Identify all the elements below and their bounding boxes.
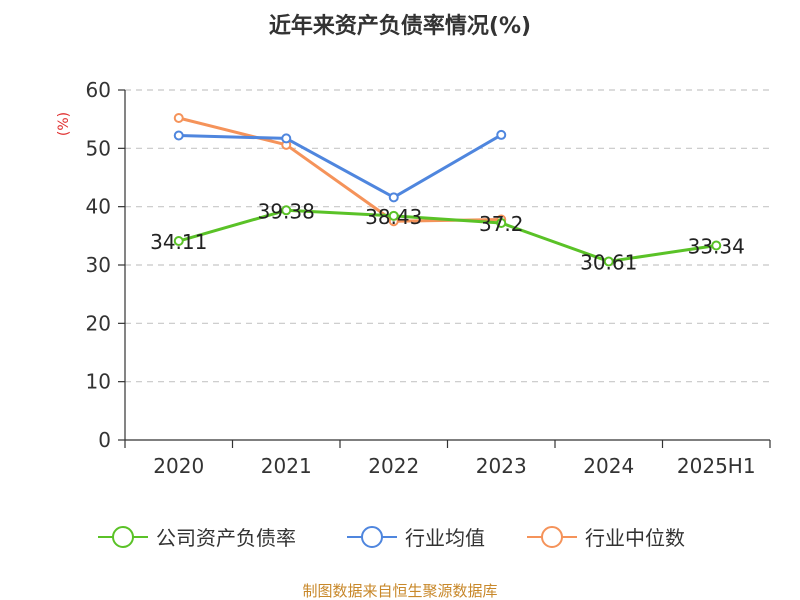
legend-marker bbox=[112, 526, 134, 548]
legend-marker bbox=[361, 526, 383, 548]
x-tick-label: 2022 bbox=[368, 454, 419, 478]
y-tick-label: 10 bbox=[86, 370, 111, 394]
x-tick-label: 2025H1 bbox=[677, 454, 756, 478]
x-tick-label: 2020 bbox=[153, 454, 204, 478]
data-point bbox=[388, 210, 399, 221]
y-tick-label: 50 bbox=[86, 136, 111, 160]
x-tick-label: 2021 bbox=[261, 454, 312, 478]
legend-label: 公司资产负债率 bbox=[156, 526, 296, 550]
legend-marker bbox=[541, 526, 563, 548]
series-line bbox=[178, 116, 502, 223]
data-point bbox=[711, 240, 722, 251]
x-tick-label: 2024 bbox=[583, 454, 634, 478]
data-label: 37.2 bbox=[479, 212, 524, 236]
data-label: 34.11 bbox=[150, 230, 207, 254]
source-note: 制图数据来自恒生聚源数据库 bbox=[302, 582, 497, 600]
data-label: 33.34 bbox=[688, 235, 745, 259]
y-tick-label: 60 bbox=[86, 78, 111, 102]
data-point bbox=[496, 218, 507, 228]
chart-title: 近年来资产负债率情况(%) bbox=[269, 13, 531, 39]
data-label: 30.61 bbox=[580, 250, 637, 274]
data-point bbox=[281, 133, 292, 144]
axes: 0 10 20 30 40 50 60 2020 2021 2022 2023 2024 2025H1 bbox=[86, 78, 771, 478]
data-point bbox=[496, 129, 507, 140]
y-tick-label: 30 bbox=[86, 253, 111, 277]
grid-lines bbox=[125, 89, 770, 383]
series-group bbox=[173, 113, 722, 267]
x-tick-label: 2023 bbox=[476, 454, 527, 478]
legend-label: 行业中位数 bbox=[585, 526, 685, 550]
y-tick-label: 40 bbox=[86, 195, 111, 219]
data-label: 38.43 bbox=[365, 205, 422, 229]
series-line bbox=[178, 133, 503, 199]
data-point bbox=[603, 256, 614, 267]
data-point bbox=[281, 205, 292, 216]
data-point bbox=[173, 130, 184, 141]
y-tick-label: 20 bbox=[86, 311, 111, 335]
y-tick-label: 0 bbox=[98, 428, 111, 452]
data-label: 39.38 bbox=[258, 199, 315, 223]
data-point bbox=[173, 113, 184, 123]
data-point bbox=[173, 236, 184, 247]
legend-label: 行业均值 bbox=[405, 526, 485, 550]
data-labels: 34.11 39.38 38.43 37.2 30.61 33.34 bbox=[150, 199, 745, 274]
legend: 公司资产负债率 行业均值 行业中位数 bbox=[98, 526, 685, 550]
series-line bbox=[178, 208, 717, 263]
data-point bbox=[388, 192, 399, 203]
y-axis-unit: (%) bbox=[56, 112, 72, 136]
